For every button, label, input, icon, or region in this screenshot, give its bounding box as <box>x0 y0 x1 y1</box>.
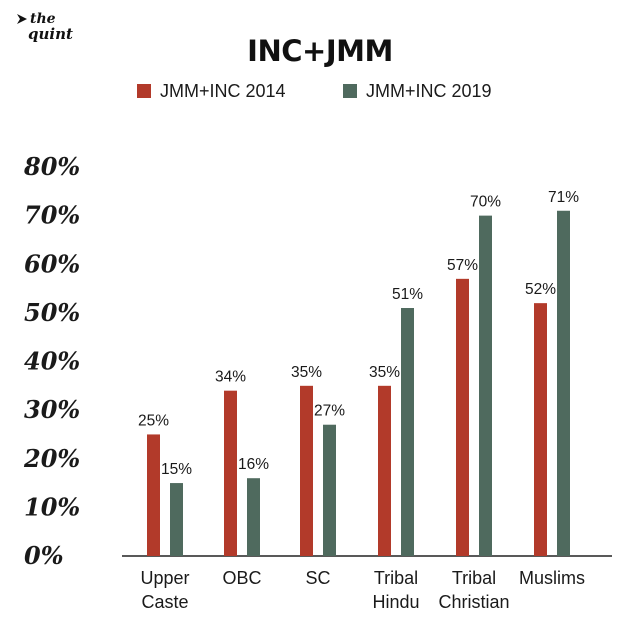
y-tick-label: 20% <box>23 444 80 473</box>
bar-2019 <box>479 215 492 556</box>
bar-2019 <box>323 424 336 556</box>
bar-value-label: 52% <box>525 281 556 298</box>
x-tick-label: Upper <box>140 568 189 588</box>
bar-value-label: 71% <box>548 189 579 206</box>
bar-2014 <box>534 303 547 556</box>
y-tick-label: 30% <box>24 395 80 424</box>
bar-2019 <box>247 478 260 556</box>
logo-mark-icon <box>17 14 27 24</box>
x-tick-label: SC <box>305 568 330 588</box>
x-tick-label: Tribal <box>374 568 418 588</box>
y-tick-label: 60% <box>24 249 80 278</box>
bar-2019 <box>557 210 570 556</box>
bar-value-label: 35% <box>291 364 322 381</box>
bar-2019 <box>170 483 183 556</box>
y-tick-label: 50% <box>24 298 80 327</box>
legend-item-2019: JMM+INC 2019 <box>343 79 492 103</box>
logo-text-bottom: quint <box>28 25 73 43</box>
x-tick-label: Muslims <box>519 568 585 588</box>
logo-text-top: the <box>30 11 56 27</box>
x-tick-label: Christian <box>438 592 509 612</box>
y-tick-label: 70% <box>24 201 80 230</box>
chart-legend: JMM+INC 2014 JMM+INC 2019 <box>0 79 640 103</box>
chart-title: INC+JMM <box>247 34 393 68</box>
bar-value-label: 27% <box>314 403 345 420</box>
legend-label-2019: JMM+INC 2019 <box>366 80 492 101</box>
bar-value-label: 25% <box>138 412 169 429</box>
bar-value-label: 51% <box>392 286 423 303</box>
bar-2014 <box>378 385 391 556</box>
legend-label-2014: JMM+INC 2014 <box>160 80 286 101</box>
legend-item-2014: JMM+INC 2014 <box>137 79 286 103</box>
bar-value-label: 35% <box>369 364 400 381</box>
bar-2019 <box>401 308 414 556</box>
y-tick-label: 0% <box>24 541 64 570</box>
y-tick-label: 10% <box>24 492 80 521</box>
legend-swatch-2019 <box>343 84 357 98</box>
bar-2014 <box>224 390 237 556</box>
bar-value-label: 57% <box>447 257 478 274</box>
bar-value-label: 16% <box>238 456 269 473</box>
x-tick-label: OBC <box>222 568 261 588</box>
y-tick-label: 40% <box>24 347 80 376</box>
bar-value-label: 34% <box>215 369 246 386</box>
x-tick-label: Hindu <box>372 592 419 612</box>
legend-swatch-2014 <box>137 84 151 98</box>
bar-value-label: 70% <box>470 194 501 211</box>
x-tick-label: Caste <box>141 592 188 612</box>
the-quint-logo: the quint <box>14 10 84 50</box>
bar-2014 <box>300 385 313 556</box>
bar-2014 <box>456 278 469 556</box>
bar-2014 <box>147 434 160 556</box>
bar-value-label: 15% <box>161 461 192 478</box>
y-tick-label: 80% <box>23 152 80 181</box>
x-tick-label: Tribal <box>452 568 496 588</box>
